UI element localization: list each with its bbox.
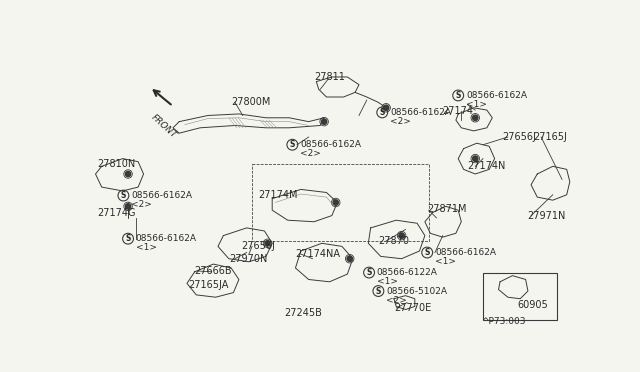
Text: 27770E: 27770E — [394, 303, 431, 313]
Text: <2>: <2> — [131, 200, 152, 209]
Text: 08566-6162A: 08566-6162A — [435, 248, 496, 257]
Text: S: S — [125, 234, 131, 243]
Text: 27810N: 27810N — [97, 159, 135, 169]
Text: S: S — [424, 248, 430, 257]
Text: 27656J: 27656J — [502, 132, 536, 142]
Text: 27174G: 27174G — [97, 208, 136, 218]
Text: <2>: <2> — [300, 150, 321, 158]
Text: 27871M: 27871M — [428, 203, 467, 214]
Text: 27174M: 27174M — [259, 190, 298, 200]
Text: S: S — [376, 286, 381, 295]
Text: 27174: 27174 — [443, 106, 474, 116]
Text: 27800M: 27800M — [231, 97, 271, 108]
Circle shape — [125, 171, 131, 177]
Text: 27165J: 27165J — [533, 132, 567, 142]
Text: 27245B: 27245B — [285, 308, 323, 318]
Text: S: S — [380, 108, 385, 117]
Text: <1>: <1> — [435, 257, 456, 266]
Text: <1>: <1> — [466, 100, 487, 109]
Text: 27811: 27811 — [314, 72, 345, 82]
Text: 27174NA: 27174NA — [296, 249, 340, 259]
Text: <1>: <1> — [136, 243, 157, 253]
Text: 60905: 60905 — [517, 300, 548, 310]
Text: S: S — [366, 268, 372, 277]
Bar — [483, 273, 557, 320]
Text: 08566-6162A: 08566-6162A — [390, 108, 451, 117]
Text: S: S — [121, 191, 126, 200]
Text: 27666B: 27666B — [195, 266, 232, 276]
Text: <1>: <1> — [377, 277, 398, 286]
Text: 08566-6122A: 08566-6122A — [377, 268, 438, 277]
Text: 08566-6162A: 08566-6162A — [136, 234, 197, 243]
Text: S: S — [456, 91, 461, 100]
Text: 27971N: 27971N — [527, 211, 566, 221]
Circle shape — [265, 241, 270, 246]
Text: 27970N: 27970N — [229, 254, 267, 264]
Circle shape — [347, 256, 353, 262]
Text: 08566-5102A: 08566-5102A — [386, 286, 447, 295]
Text: 08566-6162A: 08566-6162A — [300, 140, 361, 149]
Text: <2>: <2> — [390, 117, 411, 126]
Circle shape — [333, 200, 339, 205]
Text: S: S — [290, 140, 295, 149]
Circle shape — [383, 105, 389, 110]
Text: 27656J: 27656J — [241, 241, 275, 251]
Text: 08566-6162A: 08566-6162A — [466, 91, 527, 100]
Circle shape — [399, 233, 404, 238]
Text: 27165JA: 27165JA — [189, 280, 229, 290]
Text: <2>: <2> — [386, 296, 407, 305]
Text: 27870: 27870 — [378, 236, 410, 246]
Text: 27174N: 27174N — [467, 161, 506, 171]
Circle shape — [125, 203, 131, 209]
Circle shape — [472, 115, 478, 121]
Text: ^P73:003: ^P73:003 — [481, 317, 526, 326]
Circle shape — [472, 156, 478, 161]
Text: FRONT: FRONT — [149, 112, 178, 140]
Circle shape — [321, 119, 327, 124]
Text: 08566-6162A: 08566-6162A — [131, 191, 192, 200]
